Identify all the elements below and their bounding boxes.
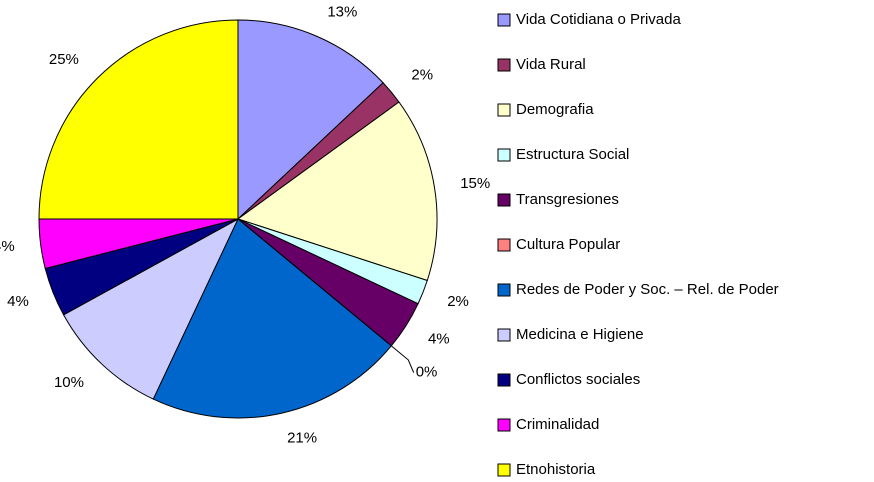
- data-label: 2%: [411, 67, 433, 84]
- data-label: 15%: [460, 175, 490, 192]
- legend-label: Estructura Social: [516, 146, 629, 163]
- pie-slice: [236, 101, 438, 282]
- data-label: 4%: [428, 331, 450, 348]
- legend-swatch: [497, 193, 511, 207]
- legend-label: Medicina e Higiene: [516, 326, 644, 343]
- legend-swatch: [497, 283, 511, 297]
- pie-slice: [38, 19, 239, 220]
- legend-label: Cultura Popular: [516, 236, 620, 253]
- data-label: 21%: [287, 430, 317, 447]
- legend-swatch: [497, 58, 511, 72]
- leader-line: [391, 345, 415, 373]
- legend-label: Redes de Poder y Soc. – Rel. de Poder: [516, 281, 779, 298]
- data-label: 10%: [54, 374, 84, 391]
- data-label: 2%: [447, 293, 469, 310]
- legend-swatch: [497, 328, 511, 342]
- data-label: 4%: [0, 238, 15, 255]
- legend-label: Criminalidad: [516, 416, 599, 433]
- legend-label: Conflictos sociales: [516, 371, 640, 388]
- pie-slice: [152, 218, 393, 419]
- legend-swatch: [497, 238, 511, 252]
- legend-label: Transgresiones: [516, 191, 619, 208]
- legend-label: Vida Rural: [516, 56, 586, 73]
- legend-swatch: [497, 148, 511, 162]
- legend-swatch: [497, 418, 511, 432]
- data-label: 4%: [7, 293, 29, 310]
- legend-swatch: [497, 463, 511, 477]
- data-label: 0%: [416, 364, 438, 381]
- legend-swatch: [497, 103, 511, 117]
- legend-swatch: [497, 13, 511, 27]
- data-label: 25%: [49, 51, 79, 68]
- pie-slice: [237, 19, 384, 221]
- pie-slice: [62, 217, 240, 400]
- legend-label: Etnohistoria: [516, 461, 596, 478]
- data-label: 13%: [327, 3, 357, 20]
- legend-label: Vida Cotidiana o Privada: [516, 11, 681, 28]
- legend-label: Demografia: [516, 101, 594, 118]
- legend-swatch: [497, 373, 511, 387]
